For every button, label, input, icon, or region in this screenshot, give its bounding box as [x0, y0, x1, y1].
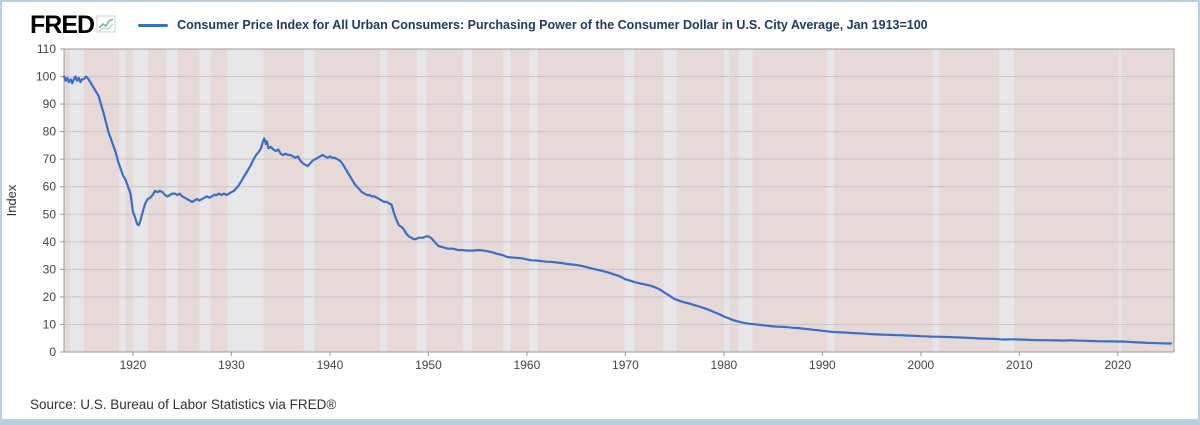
svg-text:1990: 1990: [809, 358, 836, 372]
source-note: Source: U.S. Bureau of Labor Statistics …: [2, 388, 1198, 419]
svg-text:50: 50: [43, 207, 57, 221]
svg-text:70: 70: [43, 152, 57, 166]
header: FRED Consumer Price Index for All Urban …: [2, 2, 1198, 43]
fred-logo-text: FRED: [30, 10, 95, 39]
svg-text:90: 90: [43, 97, 57, 111]
series-title: Consumer Price Index for All Urban Consu…: [177, 18, 928, 32]
fred-logo[interactable]: FRED: [30, 10, 116, 39]
svg-text:1920: 1920: [120, 358, 147, 372]
svg-text:2010: 2010: [1006, 358, 1033, 372]
svg-text:2000: 2000: [908, 358, 935, 372]
svg-text:80: 80: [43, 125, 57, 139]
series-legend: Consumer Price Index for All Urban Consu…: [138, 18, 928, 32]
svg-text:1960: 1960: [514, 358, 541, 372]
svg-text:1930: 1930: [218, 358, 245, 372]
legend-line-swatch: [138, 23, 169, 27]
fred-logo-graph-icon: [96, 15, 116, 32]
svg-text:30: 30: [43, 262, 57, 276]
svg-text:60: 60: [43, 180, 57, 194]
svg-text:1940: 1940: [317, 358, 344, 372]
source-text: Source: U.S. Bureau of Labor Statistics …: [30, 397, 337, 412]
svg-text:1970: 1970: [612, 358, 639, 372]
svg-text:40: 40: [43, 235, 57, 249]
cpi-purchasing-power-chart[interactable]: 0 10 20 30 40 50 60 70 80 90 100 110 1920 1930 1940 195…: [2, 42, 1190, 383]
svg-text:Index: Index: [4, 184, 19, 216]
svg-text:100: 100: [36, 70, 56, 84]
svg-text:10: 10: [43, 317, 57, 331]
svg-text:20: 20: [43, 290, 57, 304]
svg-text:1950: 1950: [415, 358, 442, 372]
svg-text:1980: 1980: [711, 358, 738, 372]
svg-text:2020: 2020: [1105, 358, 1132, 372]
svg-text:0: 0: [49, 345, 56, 359]
chart-area[interactable]: 0 10 20 30 40 50 60 70 80 90 100 110 1920 1930 1940 195…: [2, 42, 1198, 388]
svg-text:110: 110: [37, 43, 56, 56]
